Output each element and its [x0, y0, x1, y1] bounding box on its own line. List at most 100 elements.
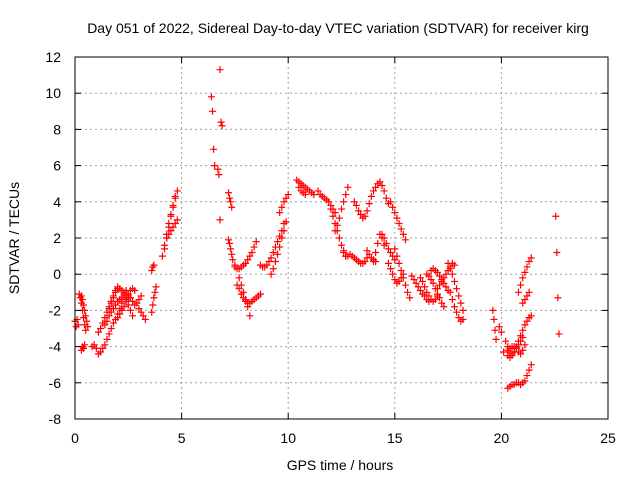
series-arc-ah	[340, 248, 371, 267]
data-point	[167, 227, 175, 235]
data-point	[214, 165, 222, 173]
data-point	[384, 245, 392, 253]
data-point	[227, 198, 235, 206]
series-arc-c	[77, 292, 92, 331]
data-point	[101, 341, 109, 349]
data-point	[282, 194, 290, 202]
data-point	[276, 209, 284, 217]
data-point	[431, 296, 439, 304]
data-point	[436, 281, 444, 289]
data-point	[521, 321, 529, 329]
data-point	[397, 267, 405, 275]
data-point	[519, 274, 527, 282]
series-arc-aw	[446, 288, 467, 325]
data-point	[416, 286, 424, 294]
data-point	[367, 192, 375, 200]
data-point	[389, 270, 397, 278]
data-point	[453, 285, 461, 293]
data-point	[391, 209, 399, 217]
data-point	[92, 344, 100, 352]
data-point	[124, 301, 132, 309]
data-point	[225, 189, 233, 197]
data-point	[246, 312, 254, 320]
series-arc-k	[120, 286, 145, 309]
data-point	[429, 279, 437, 287]
data-point	[269, 248, 277, 256]
data-point	[495, 323, 503, 331]
series-arc-aj	[363, 247, 380, 266]
data-point	[229, 256, 237, 264]
data-point	[408, 272, 416, 280]
data-point	[365, 250, 373, 258]
series-arc-ab	[276, 191, 292, 217]
data-point	[149, 301, 157, 309]
x-tick-label: 5	[178, 430, 186, 446]
data-point	[459, 306, 467, 314]
data-point	[97, 348, 105, 356]
y-tick-label: -4	[49, 339, 62, 355]
data-point	[122, 297, 130, 305]
data-point	[126, 306, 134, 314]
data-point	[382, 194, 390, 202]
data-point	[525, 258, 533, 266]
data-point	[216, 216, 224, 224]
data-point	[425, 292, 433, 300]
data-point	[554, 294, 562, 302]
x-tick-label: 15	[387, 430, 403, 446]
series-arc-bc	[504, 361, 535, 392]
data-point	[314, 187, 322, 195]
data-point	[248, 248, 256, 256]
data-point	[344, 183, 352, 191]
data-point	[90, 341, 98, 349]
series-arc-ae	[314, 187, 339, 217]
data-point	[387, 198, 395, 206]
data-point	[244, 256, 252, 264]
y-tick-label: 10	[45, 85, 61, 101]
data-point	[444, 259, 452, 267]
data-point	[107, 299, 115, 307]
data-point	[521, 268, 529, 276]
series-arc-bb	[504, 341, 529, 358]
data-point	[395, 220, 403, 228]
data-point	[80, 344, 88, 352]
data-point	[527, 312, 535, 320]
data-point	[105, 305, 113, 313]
data-point	[267, 254, 275, 262]
data-point	[278, 203, 286, 211]
data-point	[519, 326, 527, 334]
data-point	[216, 66, 224, 74]
data-point	[387, 265, 395, 273]
data-point	[523, 263, 531, 271]
data-point	[267, 270, 275, 278]
data-point	[82, 312, 90, 320]
data-point	[118, 306, 126, 314]
data-point	[107, 325, 115, 332]
data-point	[523, 317, 531, 325]
data-point	[401, 281, 409, 289]
data-point	[246, 252, 254, 260]
data-point	[263, 261, 271, 269]
series-arc-ag	[331, 183, 352, 235]
data-point	[335, 234, 343, 242]
series-arc-an	[384, 259, 407, 287]
data-point	[82, 326, 90, 334]
data-point	[521, 341, 529, 349]
series-arc-l	[135, 305, 149, 323]
data-point	[425, 272, 433, 280]
data-point	[171, 192, 179, 200]
data-point	[77, 292, 85, 300]
data-point	[450, 303, 458, 311]
x-tick-label: 10	[280, 430, 296, 446]
data-point	[120, 303, 128, 311]
data-point	[527, 361, 535, 369]
data-point	[489, 306, 497, 314]
data-point	[252, 238, 260, 246]
data-point	[112, 301, 120, 309]
data-point	[169, 223, 177, 231]
series-arc-bd	[514, 254, 535, 296]
data-point	[419, 277, 427, 285]
series-arc-ax	[489, 306, 500, 343]
data-point	[399, 274, 407, 282]
data-point	[148, 267, 156, 275]
data-point	[227, 245, 235, 253]
